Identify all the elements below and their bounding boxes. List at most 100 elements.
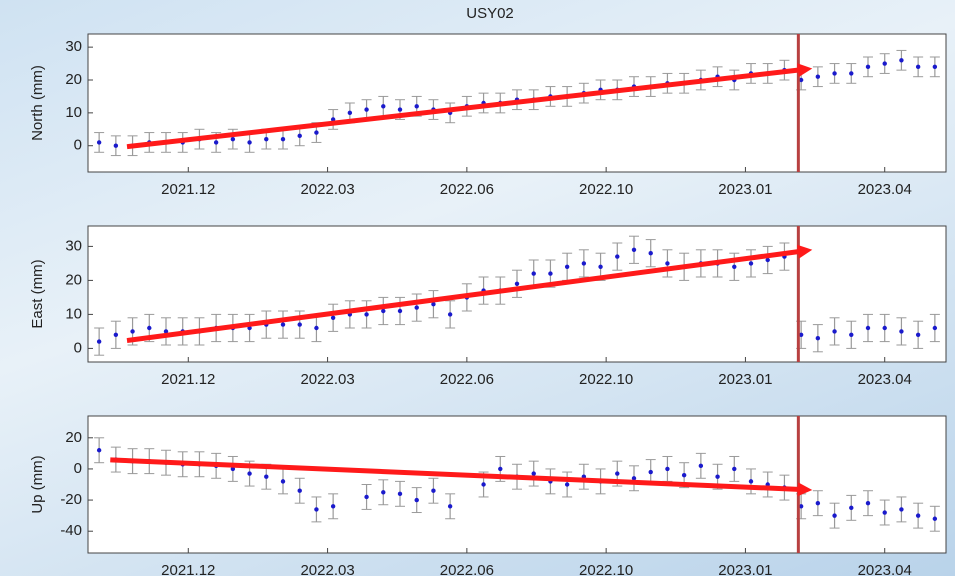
data-point bbox=[114, 333, 118, 337]
data-point bbox=[247, 140, 251, 144]
data-point bbox=[398, 107, 402, 111]
data-point bbox=[281, 322, 285, 326]
data-point bbox=[832, 329, 836, 333]
data-point bbox=[314, 326, 318, 330]
data-point bbox=[665, 467, 669, 471]
data-point bbox=[615, 471, 619, 475]
data-point bbox=[598, 265, 602, 269]
data-point bbox=[364, 107, 368, 111]
data-point bbox=[331, 316, 335, 320]
data-point bbox=[649, 251, 653, 255]
data-point bbox=[749, 261, 753, 265]
data-point bbox=[415, 498, 419, 502]
data-point bbox=[448, 312, 452, 316]
data-point bbox=[481, 482, 485, 486]
y-tick-label: 0 bbox=[74, 339, 82, 356]
y-tick-label: 0 bbox=[74, 460, 82, 477]
x-tick-label: 2023.01 bbox=[718, 562, 772, 576]
data-point bbox=[515, 282, 519, 286]
data-point bbox=[849, 333, 853, 337]
data-point bbox=[899, 507, 903, 511]
data-point bbox=[582, 261, 586, 265]
data-point bbox=[615, 254, 619, 258]
y-tick-label: 20 bbox=[65, 71, 82, 88]
data-point bbox=[816, 336, 820, 340]
x-tick-label: 2023.04 bbox=[858, 371, 912, 388]
data-point bbox=[649, 470, 653, 474]
data-point bbox=[298, 489, 302, 493]
data-point bbox=[247, 471, 251, 475]
data-point bbox=[883, 510, 887, 514]
chart-title: USY02 bbox=[466, 5, 514, 22]
data-point bbox=[298, 322, 302, 326]
data-point bbox=[565, 482, 569, 486]
data-point bbox=[933, 326, 937, 330]
data-point bbox=[348, 111, 352, 115]
data-point bbox=[364, 312, 368, 316]
data-point bbox=[130, 329, 134, 333]
data-point bbox=[314, 507, 318, 511]
data-point bbox=[565, 265, 569, 269]
x-tick-label: 2021.12 bbox=[161, 181, 215, 198]
x-tick-label: 2023.01 bbox=[718, 371, 772, 388]
data-point bbox=[849, 71, 853, 75]
x-tick-label: 2023.04 bbox=[858, 562, 912, 576]
data-point bbox=[766, 258, 770, 262]
data-point bbox=[866, 65, 870, 69]
data-point bbox=[264, 475, 268, 479]
data-point bbox=[97, 339, 101, 343]
data-point bbox=[114, 144, 118, 148]
x-tick-label: 2022.10 bbox=[579, 371, 633, 388]
y-tick-label: 30 bbox=[65, 237, 82, 254]
x-tick-label: 2021.12 bbox=[161, 562, 215, 576]
data-point bbox=[532, 271, 536, 275]
data-point bbox=[883, 61, 887, 65]
y-tick-label: -20 bbox=[60, 491, 82, 508]
x-tick-label: 2023.01 bbox=[718, 181, 772, 198]
y-tick-label: 10 bbox=[65, 305, 82, 322]
data-point bbox=[498, 467, 502, 471]
x-tick-label: 2022.06 bbox=[440, 562, 494, 576]
data-point bbox=[832, 513, 836, 517]
x-tick-label: 2023.04 bbox=[858, 181, 912, 198]
data-point bbox=[916, 65, 920, 69]
data-point bbox=[849, 506, 853, 510]
data-point bbox=[381, 104, 385, 108]
x-tick-label: 2022.10 bbox=[579, 562, 633, 576]
y-tick-label: 30 bbox=[65, 38, 82, 55]
data-point bbox=[548, 271, 552, 275]
y-axis-label: Up (mm) bbox=[29, 455, 46, 513]
y-tick-label: 0 bbox=[74, 137, 82, 154]
data-point bbox=[431, 489, 435, 493]
data-point bbox=[331, 504, 335, 508]
x-tick-label: 2022.03 bbox=[300, 371, 354, 388]
data-point bbox=[899, 58, 903, 62]
y-axis-label: East (mm) bbox=[29, 259, 46, 328]
y-axis-label: North (mm) bbox=[29, 65, 46, 141]
y-tick-label: -40 bbox=[60, 522, 82, 539]
x-tick-label: 2022.10 bbox=[579, 181, 633, 198]
x-tick-label: 2022.03 bbox=[300, 181, 354, 198]
data-point bbox=[916, 513, 920, 517]
data-point bbox=[97, 448, 101, 452]
data-point bbox=[214, 140, 218, 144]
y-tick-label: 10 bbox=[65, 104, 82, 121]
data-point bbox=[398, 492, 402, 496]
data-point bbox=[749, 479, 753, 483]
data-point bbox=[933, 65, 937, 69]
data-point bbox=[415, 104, 419, 108]
x-tick-label: 2022.03 bbox=[300, 562, 354, 576]
data-point bbox=[147, 326, 151, 330]
data-point bbox=[699, 464, 703, 468]
data-point bbox=[732, 265, 736, 269]
y-tick-label: 20 bbox=[65, 271, 82, 288]
x-tick-label: 2021.12 bbox=[161, 371, 215, 388]
data-point bbox=[381, 309, 385, 313]
data-point bbox=[682, 473, 686, 477]
data-point bbox=[816, 501, 820, 505]
data-point bbox=[231, 137, 235, 141]
data-point bbox=[899, 329, 903, 333]
chart: USY02 0 10 20 30 2021.12 2022.03 2022.06 2022.1… bbox=[0, 0, 955, 576]
data-point bbox=[732, 467, 736, 471]
data-point bbox=[665, 261, 669, 265]
